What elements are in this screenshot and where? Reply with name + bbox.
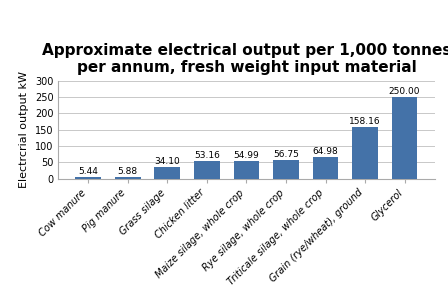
Bar — [115, 177, 141, 179]
Bar — [273, 160, 299, 179]
Text: 64.98: 64.98 — [313, 147, 338, 156]
Text: 34.10: 34.10 — [155, 158, 180, 166]
Title: Approximate electrical output per 1,000 tonnes
per annum, fresh weight input mat: Approximate electrical output per 1,000 … — [42, 43, 448, 75]
Bar — [75, 177, 101, 179]
Y-axis label: Electrcrial output kW: Electrcrial output kW — [19, 71, 29, 188]
Text: 54.99: 54.99 — [233, 151, 259, 160]
Text: 250.00: 250.00 — [389, 87, 420, 96]
Bar — [352, 127, 378, 179]
Bar — [392, 97, 418, 179]
Bar — [313, 157, 338, 179]
Text: 53.16: 53.16 — [194, 151, 220, 160]
Bar — [155, 167, 180, 179]
Text: 56.75: 56.75 — [273, 150, 299, 159]
Text: 158.16: 158.16 — [349, 117, 381, 126]
Text: 5.88: 5.88 — [118, 167, 138, 176]
Bar — [194, 161, 220, 179]
Bar — [233, 161, 259, 179]
Text: 5.44: 5.44 — [78, 167, 98, 176]
